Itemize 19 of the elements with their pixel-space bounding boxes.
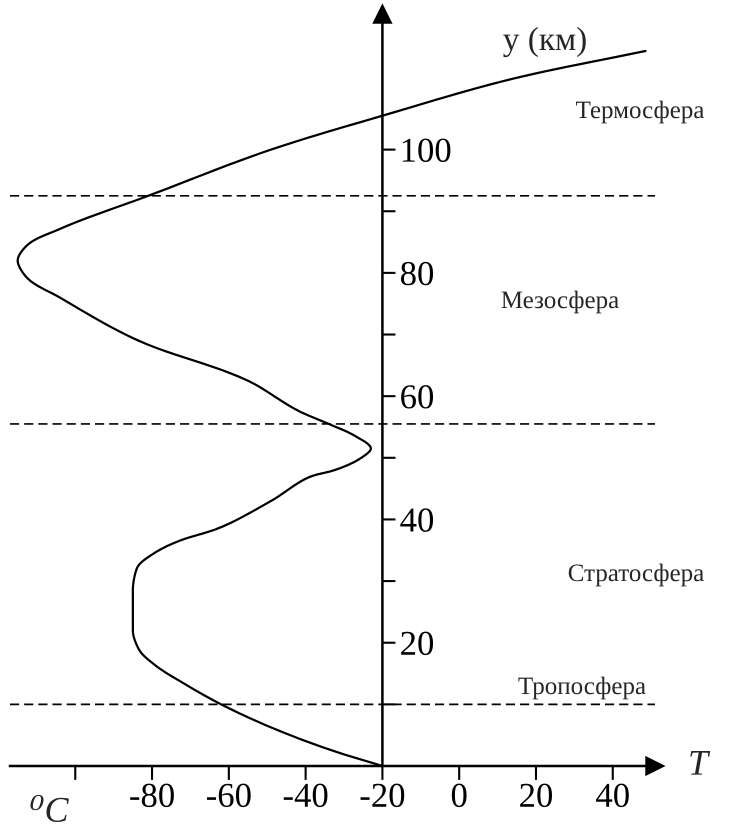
x-tick-label: 40 (596, 784, 629, 808)
y-tick-label: 80 (400, 262, 434, 286)
y-tick-label: 20 (401, 632, 434, 656)
x-tick-label: -20 (360, 784, 404, 808)
text: ⁰C (30, 794, 69, 822)
annotation: Тропосфера (518, 676, 646, 700)
x-tick-label: 20 (520, 784, 552, 808)
x-tick-label: -60 (206, 784, 251, 808)
y-tick-label: 40 (400, 508, 434, 532)
y-axis-title: y (км) (503, 26, 586, 58)
x-tick-label: 0 (452, 784, 467, 808)
annotation: Мезосфера (501, 290, 619, 314)
x-axis-title: T (690, 751, 710, 775)
annotation: Термосфера (576, 100, 704, 124)
y-tick-label: 60 (401, 385, 434, 409)
annotation: Стратосфера (568, 564, 704, 586)
x-tick-label: -80 (130, 784, 174, 808)
x-tick-label: -40 (284, 784, 328, 808)
y-tick-label: 100 (402, 138, 450, 162)
